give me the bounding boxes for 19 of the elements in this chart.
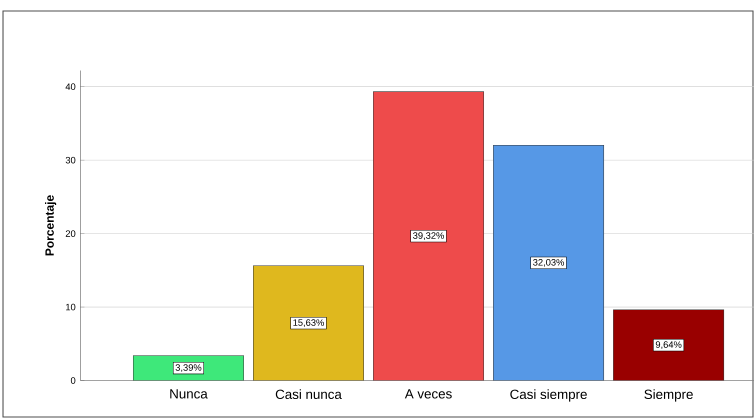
x-tick-label: Nunca [170, 389, 208, 399]
data-label: 15,63% [293, 319, 324, 327]
x-tick-label: Casi siempre [510, 389, 587, 402]
y-tick-label: 20 [66, 230, 76, 237]
data-label: 3,39% [176, 364, 202, 372]
y-tick-label: 40 [66, 83, 76, 90]
y-axis-title: Porcentaje [45, 195, 56, 256]
data-label: 9,64% [656, 341, 682, 349]
y-tick-label: 30 [66, 156, 76, 164]
data-label: 32,03% [533, 259, 564, 267]
x-tick-label: Siempre [644, 389, 693, 402]
x-tick-label: A veces [404, 389, 452, 399]
y-tick-label: 0 [70, 377, 76, 384]
x-tick-label: Casi nunca [276, 389, 342, 400]
bar [373, 91, 484, 381]
data-label: 39,32% [413, 232, 444, 240]
bar [253, 265, 364, 381]
y-tick-label: 10 [66, 304, 76, 310]
bar [493, 144, 604, 381]
